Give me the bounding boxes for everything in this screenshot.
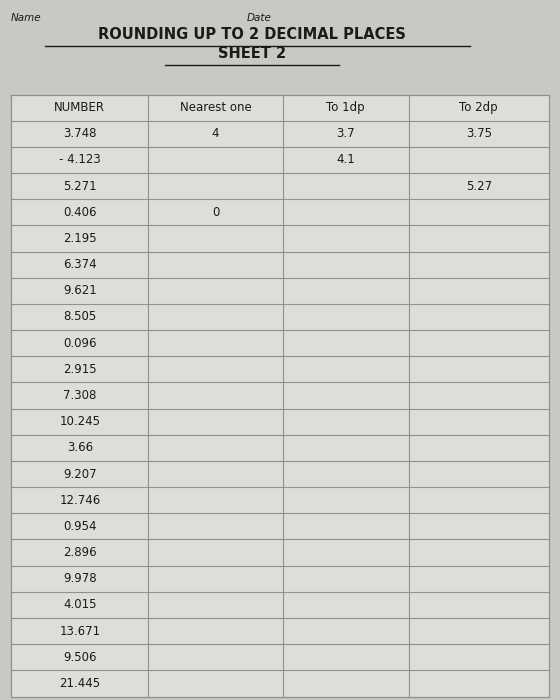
Text: Nearest one: Nearest one bbox=[180, 101, 251, 114]
Text: ROUNDING UP TO 2 DECIMAL PLACES: ROUNDING UP TO 2 DECIMAL PLACES bbox=[98, 27, 406, 41]
Text: 0.954: 0.954 bbox=[63, 520, 96, 533]
Text: 3.66: 3.66 bbox=[67, 441, 93, 454]
Text: 0.406: 0.406 bbox=[63, 206, 96, 219]
Text: 0.096: 0.096 bbox=[63, 337, 96, 350]
Text: 5.271: 5.271 bbox=[63, 180, 97, 193]
Text: 12.746: 12.746 bbox=[59, 494, 100, 507]
Text: NUMBER: NUMBER bbox=[54, 101, 105, 114]
Text: 4: 4 bbox=[212, 127, 220, 140]
Text: 21.445: 21.445 bbox=[59, 677, 100, 690]
Text: 3.75: 3.75 bbox=[466, 127, 492, 140]
Text: 2.915: 2.915 bbox=[63, 363, 97, 376]
Text: 9.621: 9.621 bbox=[63, 284, 97, 298]
Text: 2.195: 2.195 bbox=[63, 232, 97, 245]
Text: 3.7: 3.7 bbox=[337, 127, 355, 140]
Text: 7.308: 7.308 bbox=[63, 389, 96, 402]
Text: 9.506: 9.506 bbox=[63, 651, 96, 664]
Text: 4.1: 4.1 bbox=[337, 153, 355, 167]
Text: 3.748: 3.748 bbox=[63, 127, 96, 140]
Text: To 2dp: To 2dp bbox=[460, 101, 498, 114]
Text: 6.374: 6.374 bbox=[63, 258, 97, 271]
Bar bbox=[11, 94, 549, 696]
Text: - 4.123: - 4.123 bbox=[59, 153, 101, 167]
Text: 5.27: 5.27 bbox=[466, 180, 492, 193]
Text: 9.978: 9.978 bbox=[63, 572, 97, 585]
Text: 13.671: 13.671 bbox=[59, 624, 100, 638]
Text: To 1dp: To 1dp bbox=[326, 101, 365, 114]
Text: 8.505: 8.505 bbox=[63, 311, 96, 323]
Text: Name: Name bbox=[11, 13, 42, 22]
Text: SHEET 2: SHEET 2 bbox=[218, 46, 286, 60]
Text: 10.245: 10.245 bbox=[59, 415, 100, 428]
Text: 4.015: 4.015 bbox=[63, 598, 96, 611]
Text: 0: 0 bbox=[212, 206, 220, 219]
Text: Date: Date bbox=[246, 13, 271, 22]
Text: 9.207: 9.207 bbox=[63, 468, 97, 480]
Text: 2.896: 2.896 bbox=[63, 546, 97, 559]
